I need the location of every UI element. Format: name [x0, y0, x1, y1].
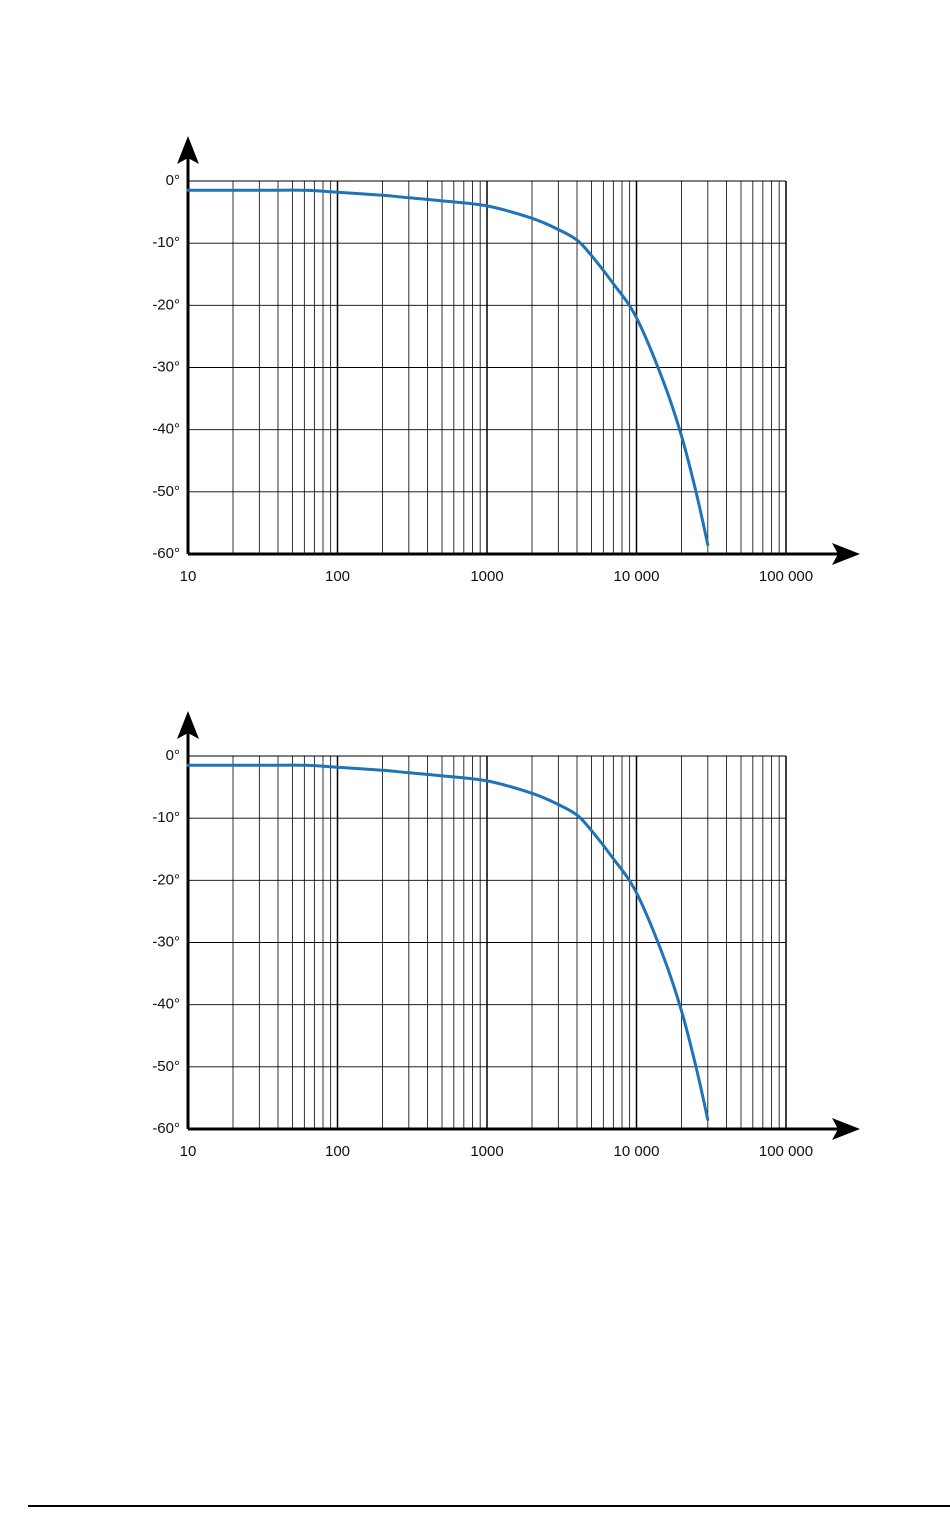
y-tick-label: 0° — [166, 172, 180, 189]
phase-curve — [186, 763, 710, 1122]
x-tick-label: 1000 — [470, 568, 503, 585]
y-axis-arrow — [177, 136, 199, 164]
x-tick-label: 10 — [180, 1143, 197, 1160]
y-tick-label: -20° — [152, 871, 180, 888]
x-tick-label: 100 000 — [759, 1143, 813, 1160]
phase-chart-1: 0° -10° -20° -30° -40° -50° -60°10 100 1000 10 00… — [152, 136, 860, 585]
phase-chart-2: 0° -10° -20° -30° -40° -50° -60°10 100 1000 10 00… — [152, 711, 860, 1160]
x-tick-label: 100 — [325, 568, 350, 585]
y-tick-label: -60° — [152, 1120, 180, 1137]
y-tick-label: -50° — [152, 483, 180, 500]
x-tick-label: 1000 — [470, 1143, 503, 1160]
y-tick-label: -40° — [152, 996, 180, 1013]
y-tick-label: -30° — [152, 359, 180, 376]
y-tick-label: -10° — [152, 234, 180, 251]
x-tick-label: 100 000 — [759, 568, 813, 585]
x-axis-arrow — [832, 543, 860, 565]
x-tick-label: 10 000 — [614, 1143, 660, 1160]
y-tick-label: -60° — [152, 545, 180, 562]
footer-rule — [28, 1505, 950, 1507]
x-tick-label: 100 — [325, 1143, 350, 1160]
y-tick-label: -50° — [152, 1058, 180, 1075]
x-tick-label: 10 — [180, 568, 197, 585]
phase-curve — [186, 188, 710, 547]
y-axis-arrow — [177, 711, 199, 739]
x-tick-label: 10 000 — [614, 568, 660, 585]
y-tick-label: -20° — [152, 296, 180, 313]
y-tick-label: -30° — [152, 934, 180, 951]
y-tick-label: 0° — [166, 747, 180, 764]
y-tick-label: -10° — [152, 809, 180, 826]
x-axis-arrow — [832, 1118, 860, 1140]
y-tick-label: -40° — [152, 421, 180, 438]
